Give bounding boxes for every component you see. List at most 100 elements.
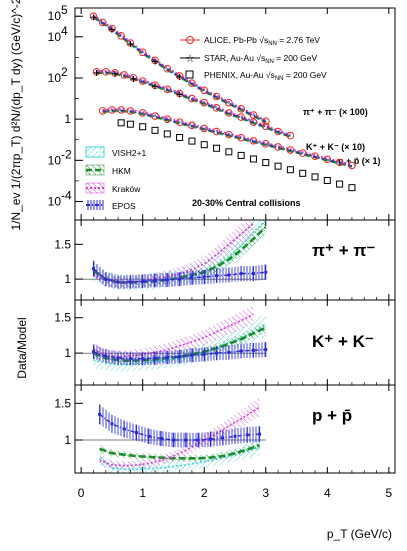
legend-alice-marker: [186, 36, 194, 44]
phenix-point: [323, 176, 331, 184]
ratio-epos-point: [122, 427, 126, 431]
alice-point: [261, 140, 270, 148]
ratio-epos-point: [147, 434, 151, 438]
alice-point: [274, 143, 282, 151]
legend-star: ☆ STAR, Au-Au √sNN = 200 GeV: [180, 52, 317, 65]
y-tick-exponent: 4: [61, 24, 68, 38]
ratio-epos-point: [116, 280, 120, 284]
alice-point: [249, 111, 258, 119]
phenix-point: [336, 180, 344, 188]
alice-point: [261, 117, 270, 126]
ratio-band-epos: [99, 404, 260, 448]
ratio-epos-point: [264, 348, 268, 352]
ratio-epos-point: [233, 434, 237, 438]
alice-point: [175, 118, 184, 127]
y-tick-label: 10: [48, 9, 62, 23]
ratio-epos-point: [215, 274, 219, 278]
annotation-protons: p + p̄ (× 1): [338, 156, 381, 166]
alice-point: [163, 115, 172, 123]
model-krakow-curve: [96, 70, 291, 136]
phenix-point: [274, 162, 282, 170]
ratio-epos-point: [251, 348, 255, 352]
star-point: [93, 69, 100, 76]
ratio-epos-point: [264, 270, 268, 274]
y-tick-label: 10: [48, 153, 62, 167]
phenix-point: [163, 130, 171, 138]
ratio-epos-point: [141, 357, 145, 361]
legend-star-marker: ☆: [185, 52, 195, 65]
phenix-point: [188, 137, 196, 145]
model-krakow-curve: [93, 14, 267, 121]
ratio-epos-point: [227, 273, 231, 277]
legend-alice-label: ALICE, Pb-Pb √sNN = 2.76 TeV: [204, 35, 320, 47]
alice-point: [274, 127, 282, 136]
phenix-point: [213, 144, 221, 152]
legend-star-label: STAR, Au-Au √sNN = 200 GeV: [204, 53, 317, 65]
alice-point: [311, 152, 319, 160]
ratio-epos-point: [153, 356, 157, 360]
ratio-epos-point: [116, 356, 120, 360]
x-tick-label: 1: [139, 486, 146, 500]
x-tick-label: 5: [386, 486, 393, 500]
star-point: [176, 73, 183, 80]
phenix-point: [151, 126, 159, 134]
y-tick-label: 10: [48, 71, 62, 85]
alice-point: [138, 48, 147, 57]
ratio-y-tick-label: 1: [64, 272, 71, 286]
alice-point: [225, 98, 233, 107]
x-tick-label: 3: [262, 486, 269, 500]
alice-point: [237, 113, 245, 121]
alice-point: [323, 155, 332, 164]
ratio-epos-point: [196, 438, 200, 442]
ratio-epos-point: [251, 272, 255, 276]
ratio-label-pions: π⁺ + π⁻: [312, 241, 375, 260]
ratio-y-tick-label: 1.5: [54, 311, 71, 325]
phenix-point: [348, 184, 356, 192]
ratio-epos-point: [239, 349, 243, 353]
ratio-epos-point: [171, 438, 175, 442]
alice-point: [163, 85, 172, 94]
phenix-point: [139, 123, 147, 131]
model-hkm-curve: [102, 109, 353, 168]
ratio-epos-point: [91, 350, 95, 354]
legend-phenix-label: PHENIX, Au-Au √sNN = 200 GeV: [204, 70, 327, 82]
ratio-y-tick-label: 1: [64, 433, 71, 447]
ratio-epos-point: [190, 276, 194, 280]
y-tick-exponent: -4: [61, 188, 72, 202]
ratio-epos-point: [110, 422, 114, 426]
alice-point: [120, 71, 129, 79]
star-point: [130, 76, 137, 83]
ratio-epos-point: [178, 277, 182, 281]
star-point: [127, 41, 134, 48]
y-tick-exponent: 5: [61, 3, 68, 17]
alice-point: [261, 122, 270, 131]
phenix-point: [176, 134, 184, 142]
ratio-epos-point: [159, 437, 163, 441]
alice-point: [98, 18, 107, 27]
model-legend-vish-swatch: [85, 146, 105, 158]
star-point: [152, 58, 158, 65]
ratio-y-tick-label: 1.5: [54, 396, 71, 410]
ratio-epos-point: [215, 351, 219, 355]
alice-point: [225, 109, 233, 117]
ratio-label-kaons: K⁺ + K⁻: [312, 332, 374, 351]
alice-point: [108, 106, 116, 114]
legend-alice: ALICE, Pb-Pb √sNN = 2.76 TeV: [180, 35, 320, 47]
phenix-point: [299, 169, 307, 177]
model-epos-curve: [93, 16, 267, 123]
phenix-point: [126, 120, 134, 128]
alice-point: [188, 79, 196, 87]
annotation-pions: π⁺ + π⁻ (× 100): [303, 107, 368, 117]
alice-point: [163, 64, 172, 73]
ratio-epos-point: [202, 275, 206, 279]
ratio-epos-point: [221, 436, 225, 440]
phenix-point: [117, 119, 125, 127]
phenix-point: [200, 141, 208, 149]
ratio-y-tick-label: 1.5: [54, 237, 71, 251]
ratio-epos-point: [258, 432, 262, 436]
ratio-epos-point: [227, 350, 231, 354]
ratio-epos-point: [165, 355, 169, 359]
alice-point: [212, 127, 221, 136]
phenix-point: [249, 155, 257, 163]
alice-point: [200, 98, 209, 107]
